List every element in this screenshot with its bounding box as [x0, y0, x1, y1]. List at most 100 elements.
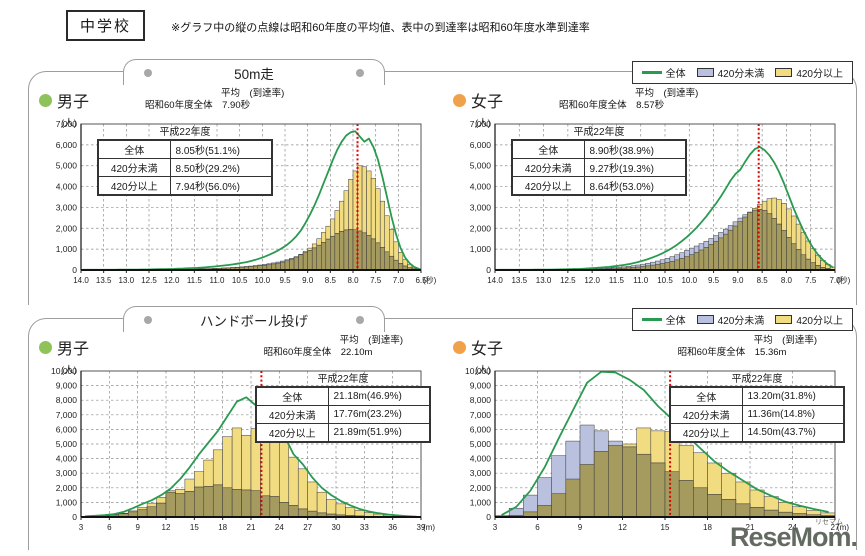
- section-tab-handball: ハンドボール投げ: [123, 306, 385, 332]
- resemom-watermark-logo: リセマム ReseMom.: [729, 517, 858, 553]
- svg-text:11.5: 11.5: [187, 276, 203, 285]
- svg-text:6,000: 6,000: [56, 424, 78, 434]
- stats-table: 平成22年度 全体 8.05秒(51.1%) 420分未満 8.50秒(29.2%)…: [97, 123, 273, 196]
- showa-value: 22.10m: [340, 347, 373, 359]
- svg-text:11.0: 11.0: [210, 276, 226, 285]
- y-axis-unit: (人): [475, 365, 491, 376]
- svg-text:27: 27: [303, 523, 312, 532]
- svg-text:5,000: 5,000: [56, 439, 78, 449]
- showa-value: 15.36m: [754, 347, 787, 359]
- svg-text:7.5: 7.5: [805, 276, 817, 285]
- row-label: 全体: [669, 386, 743, 406]
- table-row: 全体 8.90秒(38.9%): [511, 139, 687, 159]
- legend-item-over420: 420分以上: [775, 65, 843, 80]
- chart-legend: 全体 420分未満 420分以上: [631, 308, 853, 331]
- chart-handball-boys: 男子 平均 (到達率) 昭和60年度全体 22.10m (人) 0 1,000 2,…: [37, 335, 439, 535]
- svg-text:11.0: 11.0: [633, 276, 649, 285]
- svg-text:7.5: 7.5: [370, 276, 382, 285]
- svg-text:9.5: 9.5: [708, 276, 720, 285]
- svg-text:8.0: 8.0: [347, 276, 359, 285]
- row-label: 420分以上: [97, 176, 171, 196]
- legend-item-under420: 420分未満: [696, 65, 764, 80]
- svg-text:9,000: 9,000: [470, 381, 492, 391]
- svg-text:11.5: 11.5: [609, 276, 625, 285]
- watermark-kana: リセマム: [815, 519, 843, 526]
- table-row: 全体 8.05秒(51.1%): [97, 139, 273, 159]
- gender-label: 女子: [471, 341, 504, 358]
- row-value: 8.50秒(29.2%): [169, 158, 273, 177]
- svg-text:24: 24: [788, 523, 797, 532]
- girls-bullet-icon: [453, 340, 466, 354]
- table-row: 420分以上 8.64秒(53.0%): [511, 176, 687, 196]
- legend-item-total: 全体: [641, 65, 686, 80]
- showa-value: 7.90秒: [222, 100, 251, 112]
- svg-text:6.5: 6.5: [415, 276, 427, 285]
- header-note: ※グラフ中の縦の点線は昭和60年度の平均値、表中の到達率は昭和60年度水準到達率: [171, 21, 590, 34]
- svg-text:2,000: 2,000: [56, 223, 78, 233]
- section-50m: 50m走 全体 420分未満 420分以上 男子 平均 (到達率) 昭和60年度…: [28, 59, 857, 305]
- table-caption: 平成22年度: [317, 374, 369, 385]
- svg-text:1,000: 1,000: [470, 497, 492, 507]
- svg-text:30: 30: [332, 523, 341, 532]
- row-label: 420分未満: [511, 158, 585, 177]
- svg-text:3,000: 3,000: [56, 202, 78, 212]
- svg-text:15: 15: [190, 523, 199, 532]
- row-value: 11.36m(14.8%): [741, 405, 845, 424]
- svg-text:10.0: 10.0: [255, 276, 271, 285]
- showa-label: 昭和60年度全体: [677, 347, 746, 359]
- svg-text:0: 0: [486, 512, 491, 522]
- svg-text:9: 9: [135, 523, 140, 532]
- svg-text:27: 27: [831, 523, 840, 532]
- svg-text:(秒): (秒): [423, 275, 437, 285]
- row-label: 全体: [97, 139, 171, 159]
- watermark-text: ReseMom.: [729, 522, 858, 552]
- table-caption: 平成22年度: [731, 374, 783, 385]
- table-row: 420分以上 7.94秒(56.0%): [97, 176, 273, 196]
- table-row: 420分未満 8.50秒(29.2%): [97, 158, 273, 177]
- svg-text:3,000: 3,000: [56, 468, 78, 478]
- row-value: 8.05秒(51.1%): [169, 139, 273, 159]
- row-value: 8.90秒(38.9%): [583, 139, 687, 159]
- svg-text:7.0: 7.0: [829, 276, 841, 285]
- row-value: 7.94秒(56.0%): [169, 176, 273, 196]
- showa-value: 8.57秒: [636, 100, 665, 112]
- svg-text:(m): (m): [423, 523, 435, 532]
- chart-handball-girls: 女子 平均 (到達率) 昭和60年度全体 15.36m (人) 0 1,000 2,…: [451, 335, 853, 535]
- svg-text:9,000: 9,000: [56, 381, 78, 391]
- legend-item-under420: 420分未満: [696, 312, 765, 327]
- table-row: 420分未満 9.27秒(19.3%): [511, 158, 687, 177]
- svg-text:5,000: 5,000: [470, 439, 492, 449]
- svg-text:6,000: 6,000: [56, 140, 78, 150]
- svg-text:6: 6: [107, 523, 112, 532]
- svg-text:18: 18: [703, 523, 712, 532]
- svg-text:10.0: 10.0: [681, 276, 697, 285]
- section-tab-50m: 50m走: [123, 59, 385, 85]
- table-caption: 平成22年度: [159, 127, 211, 138]
- svg-text:13.0: 13.0: [536, 276, 552, 285]
- svg-text:4,000: 4,000: [56, 454, 78, 464]
- svg-text:36: 36: [388, 523, 397, 532]
- svg-text:2,000: 2,000: [56, 483, 78, 493]
- school-level-badge: 中学校: [66, 10, 146, 41]
- svg-text:3: 3: [493, 523, 498, 532]
- svg-text:2,000: 2,000: [470, 483, 492, 493]
- svg-text:24: 24: [275, 523, 284, 532]
- over420-swatch-icon: [775, 68, 793, 77]
- legend-label: 420分以上: [796, 316, 843, 327]
- svg-text:9.5: 9.5: [279, 276, 291, 285]
- svg-text:7.0: 7.0: [393, 276, 405, 285]
- y-axis-unit: (人): [61, 118, 77, 129]
- legend-label: 420分未満: [717, 316, 765, 327]
- row-label: 420分以上: [511, 176, 585, 196]
- avg-header: 平均 (到達率): [635, 88, 699, 99]
- gender-label: 女子: [471, 94, 504, 111]
- chart-legend: 全体 420分未満 420分以上: [631, 61, 853, 84]
- legend-label: 420分以上: [796, 69, 843, 80]
- svg-text:9.0: 9.0: [302, 276, 314, 285]
- showa-label: 昭和60年度全体: [263, 347, 332, 359]
- row-label: 420分未満: [669, 405, 743, 424]
- svg-text:13.5: 13.5: [511, 276, 527, 285]
- table-row: 420分以上 21.89m(51.9%): [255, 423, 431, 443]
- row-value: 21.89m(51.9%): [327, 423, 431, 443]
